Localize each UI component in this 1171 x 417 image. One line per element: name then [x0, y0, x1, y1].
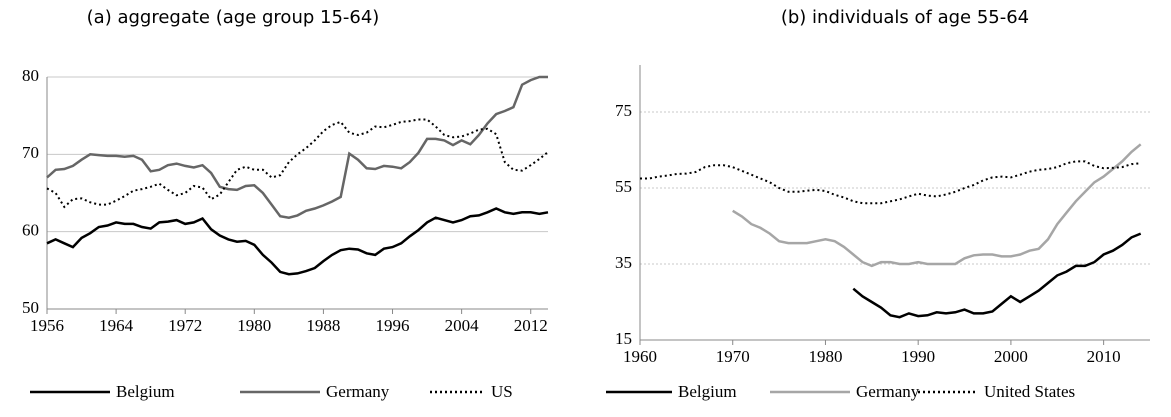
line-series	[46, 207, 549, 276]
legend-label: Belgium	[678, 382, 737, 401]
x-tick-label: 1988	[306, 316, 340, 335]
x-tick-label: 2010	[1087, 347, 1121, 366]
x-tick-label: 2004	[445, 316, 480, 335]
y-tick-label: 55	[615, 177, 632, 196]
legend-label: Germany	[326, 382, 390, 401]
y-tick-label: 60	[22, 221, 39, 240]
x-tick-label: 1964	[99, 316, 134, 335]
legend-label: United States	[984, 382, 1075, 401]
y-tick-label: 35	[615, 253, 632, 272]
line-series	[852, 232, 1142, 319]
chart-title: (b) individuals of age 55-64	[781, 7, 1029, 28]
y-tick-label: 15	[615, 329, 632, 348]
legend-label: US	[491, 382, 513, 401]
line-series	[46, 118, 549, 209]
legend-label: Germany	[856, 382, 920, 401]
x-tick-label: 1972	[168, 316, 202, 335]
legend-label: Belgium	[116, 382, 175, 401]
chart-title: (a) aggregate (age group 15-64)	[87, 7, 380, 28]
x-tick-label: 1980	[808, 347, 842, 366]
x-tick-label: 1990	[901, 347, 935, 366]
x-tick-label: 1996	[376, 316, 410, 335]
line-series	[732, 143, 1142, 268]
y-tick-label: 50	[22, 298, 39, 317]
y-tick-label: 80	[22, 66, 39, 85]
line-series	[46, 75, 548, 219]
line-series	[640, 160, 1141, 205]
x-tick-label: 1970	[716, 347, 750, 366]
y-tick-label: 70	[22, 143, 39, 162]
x-tick-label: 2000	[994, 347, 1028, 366]
x-tick-label: 1956	[30, 316, 64, 335]
x-tick-label: 1980	[237, 316, 271, 335]
x-tick-label: 2012	[514, 316, 548, 335]
x-tick-label: 1960	[623, 347, 657, 366]
y-tick-label: 75	[615, 101, 632, 120]
